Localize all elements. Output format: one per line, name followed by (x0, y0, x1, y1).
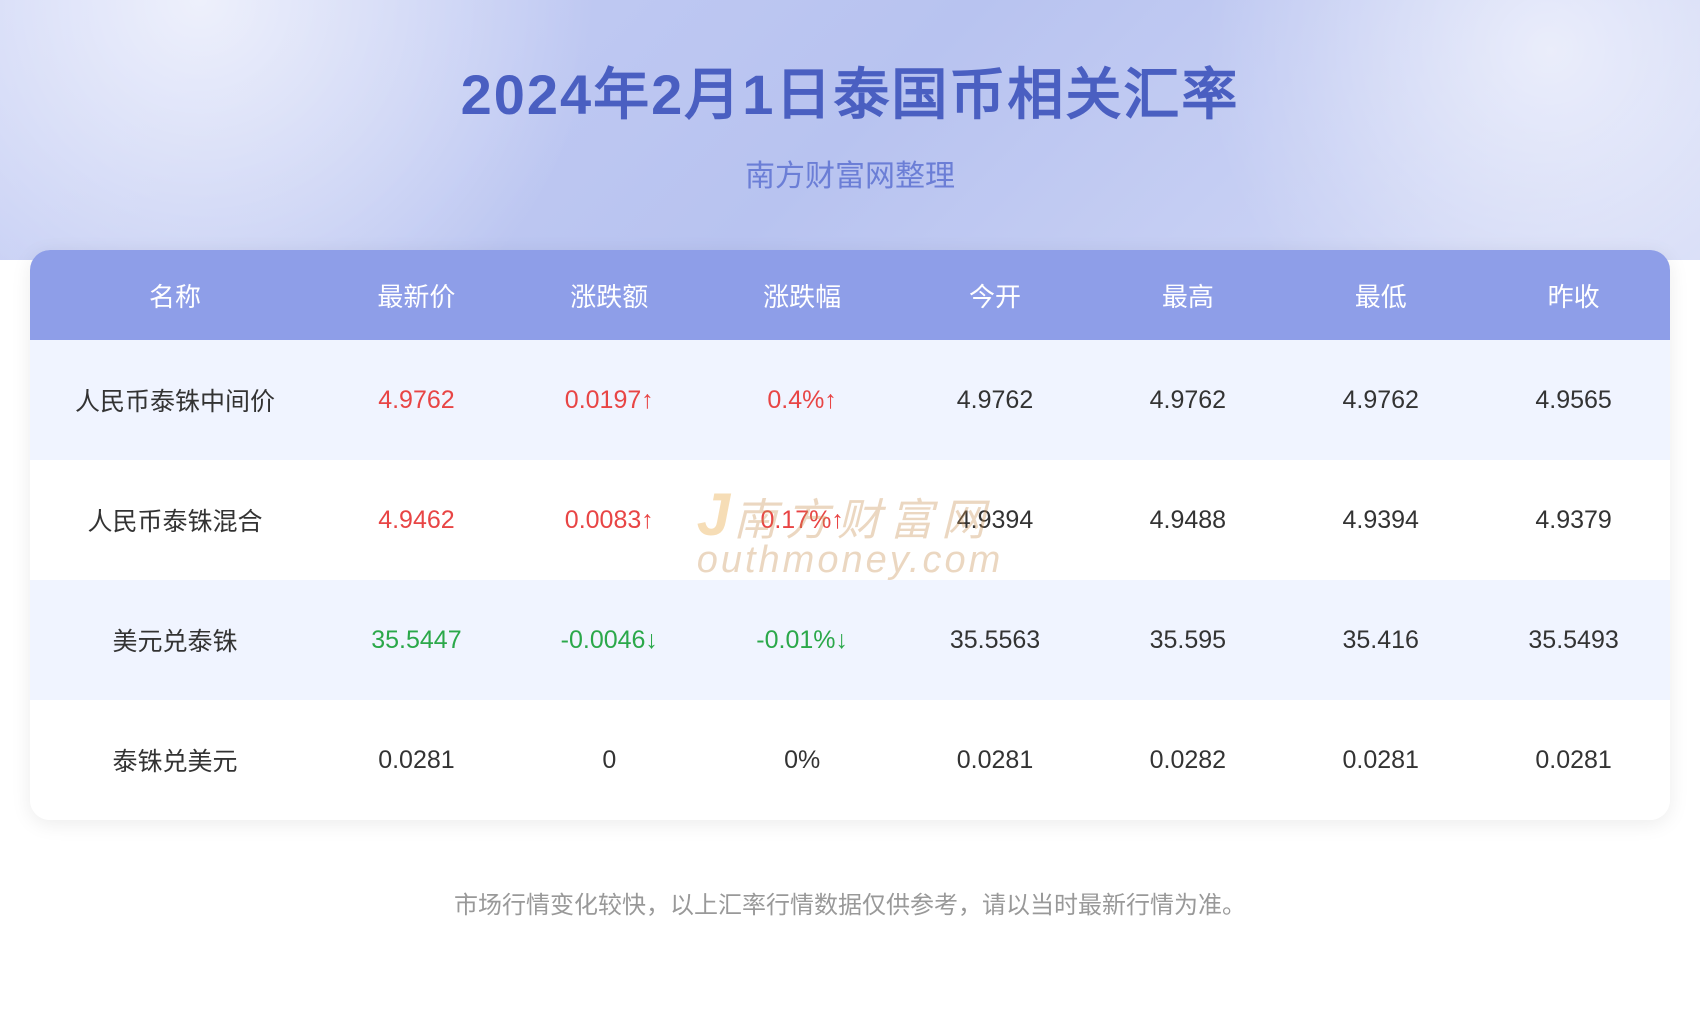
table-row: 人民币泰铢混合4.94620.0083↑0.17%↑4.93944.94884.… (30, 460, 1670, 580)
cell-change-pct: 0% (706, 746, 899, 775)
table-row: 人民币泰铢中间价4.97620.0197↑0.4%↑4.97624.97624.… (30, 340, 1670, 460)
cell-change: 0.0083↑ (513, 506, 706, 535)
table-row: 泰铢兑美元0.028100%0.02810.02820.02810.0281 (30, 700, 1670, 820)
cell-high: 4.9762 (1091, 386, 1284, 415)
cell-open: 35.5563 (899, 626, 1092, 655)
header-content: 2024年2月1日泰国币相关汇率 南方财富网整理 (0, 0, 1700, 195)
page-title: 2024年2月1日泰国币相关汇率 (0, 50, 1700, 131)
cell-high: 0.0282 (1091, 746, 1284, 775)
cell-change: 0 (513, 746, 706, 775)
cell-name: 人民币泰铢中间价 (30, 382, 320, 418)
cell-name: 人民币泰铢混合 (30, 502, 320, 538)
cell-change: 0.0197↑ (513, 386, 706, 415)
exchange-rate-table: 名称 最新价 涨跌额 涨跌幅 今开 最高 最低 昨收 人民币泰铢中间价4.976… (30, 250, 1670, 820)
column-header-high: 最高 (1091, 277, 1284, 314)
cell-latest: 4.9762 (320, 386, 513, 415)
table-row: 美元兑泰铢35.5447-0.0046↓-0.01%↓35.556335.595… (30, 580, 1670, 700)
column-header-open: 今开 (899, 277, 1092, 314)
cell-latest: 4.9462 (320, 506, 513, 535)
column-header-prev-close: 昨收 (1477, 277, 1670, 314)
cell-low: 0.0281 (1284, 746, 1477, 775)
column-header-name: 名称 (30, 277, 320, 314)
page-subtitle: 南方财富网整理 (0, 151, 1700, 195)
cell-high: 35.595 (1091, 626, 1284, 655)
cell-latest: 0.0281 (320, 746, 513, 775)
cell-low: 4.9762 (1284, 386, 1477, 415)
cell-open: 4.9762 (899, 386, 1092, 415)
cell-change-pct: 0.4%↑ (706, 386, 899, 415)
cell-low: 4.9394 (1284, 506, 1477, 535)
cell-open: 0.0281 (899, 746, 1092, 775)
table-header-row: 名称 最新价 涨跌额 涨跌幅 今开 最高 最低 昨收 (30, 250, 1670, 340)
cell-prev-close: 4.9379 (1477, 506, 1670, 535)
cell-name: 泰铢兑美元 (30, 742, 320, 778)
cell-prev-close: 0.0281 (1477, 746, 1670, 775)
cell-open: 4.9394 (899, 506, 1092, 535)
cell-prev-close: 35.5493 (1477, 626, 1670, 655)
column-header-low: 最低 (1284, 277, 1477, 314)
column-header-latest: 最新价 (320, 277, 513, 314)
cell-name: 美元兑泰铢 (30, 622, 320, 658)
table-body: 人民币泰铢中间价4.97620.0197↑0.4%↑4.97624.97624.… (30, 340, 1670, 820)
column-header-change: 涨跌额 (513, 277, 706, 314)
cell-low: 35.416 (1284, 626, 1477, 655)
cell-latest: 35.5447 (320, 626, 513, 655)
footer-disclaimer: 市场行情变化较快，以上汇率行情数据仅供参考，请以当时最新行情为准。 (0, 885, 1700, 920)
cell-change-pct: 0.17%↑ (706, 506, 899, 535)
cell-prev-close: 4.9565 (1477, 386, 1670, 415)
cell-change: -0.0046↓ (513, 626, 706, 655)
cell-high: 4.9488 (1091, 506, 1284, 535)
cell-change-pct: -0.01%↓ (706, 626, 899, 655)
column-header-change-pct: 涨跌幅 (706, 277, 899, 314)
